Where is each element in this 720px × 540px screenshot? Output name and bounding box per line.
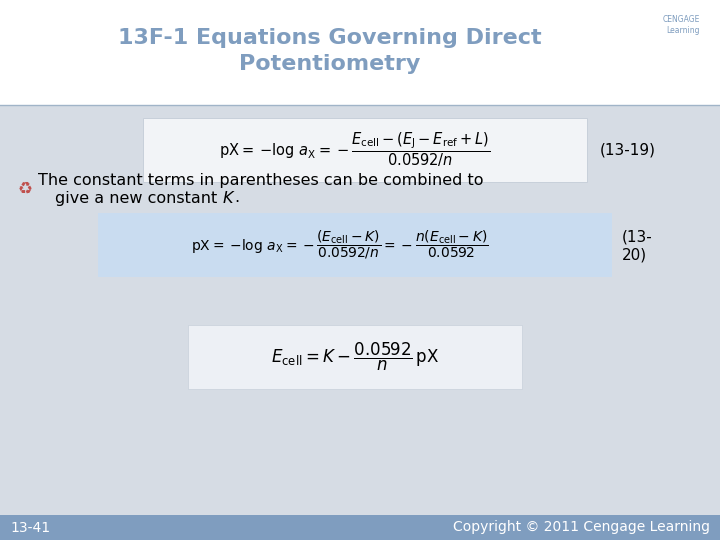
Text: $\mathrm{pX} = -\!\log\, a_\mathrm{X} = -\dfrac{E_\mathrm{cell} - (E_\mathrm{J} : $\mathrm{pX} = -\!\log\, a_\mathrm{X} = … (220, 131, 491, 169)
Text: CENGAGE
Learning: CENGAGE Learning (662, 15, 700, 35)
Text: Potentiometry: Potentiometry (239, 55, 420, 75)
Text: $\mathit{K}$: $\mathit{K}$ (222, 190, 235, 206)
FancyBboxPatch shape (188, 325, 522, 389)
Text: (13-: (13- (622, 230, 653, 245)
Text: $E_\mathrm{cell} = K - \dfrac{0.0592}{n}\,\mathrm{pX}$: $E_\mathrm{cell} = K - \dfrac{0.0592}{n}… (271, 341, 439, 373)
FancyBboxPatch shape (98, 213, 612, 277)
Text: The constant terms in parentheses can be combined to: The constant terms in parentheses can be… (38, 172, 484, 187)
Text: 20): 20) (622, 247, 647, 262)
Text: ♻: ♻ (18, 179, 33, 197)
FancyBboxPatch shape (0, 105, 720, 515)
Text: (13-19): (13-19) (600, 143, 656, 158)
FancyBboxPatch shape (0, 515, 720, 540)
Text: Copyright © 2011 Cengage Learning: Copyright © 2011 Cengage Learning (453, 521, 710, 535)
FancyBboxPatch shape (143, 118, 587, 182)
Text: 13F-1 Equations Governing Direct: 13F-1 Equations Governing Direct (118, 29, 542, 49)
Text: .: . (234, 191, 239, 206)
Text: give a new constant: give a new constant (55, 191, 222, 206)
Text: $\mathrm{pX} = -\!\log\, a_\mathrm{X} = -\dfrac{(E_\mathrm{cell} - K)}{0.0592/n}: $\mathrm{pX} = -\!\log\, a_\mathrm{X} = … (192, 228, 489, 261)
Text: 13-41: 13-41 (10, 521, 50, 535)
FancyBboxPatch shape (0, 0, 720, 105)
